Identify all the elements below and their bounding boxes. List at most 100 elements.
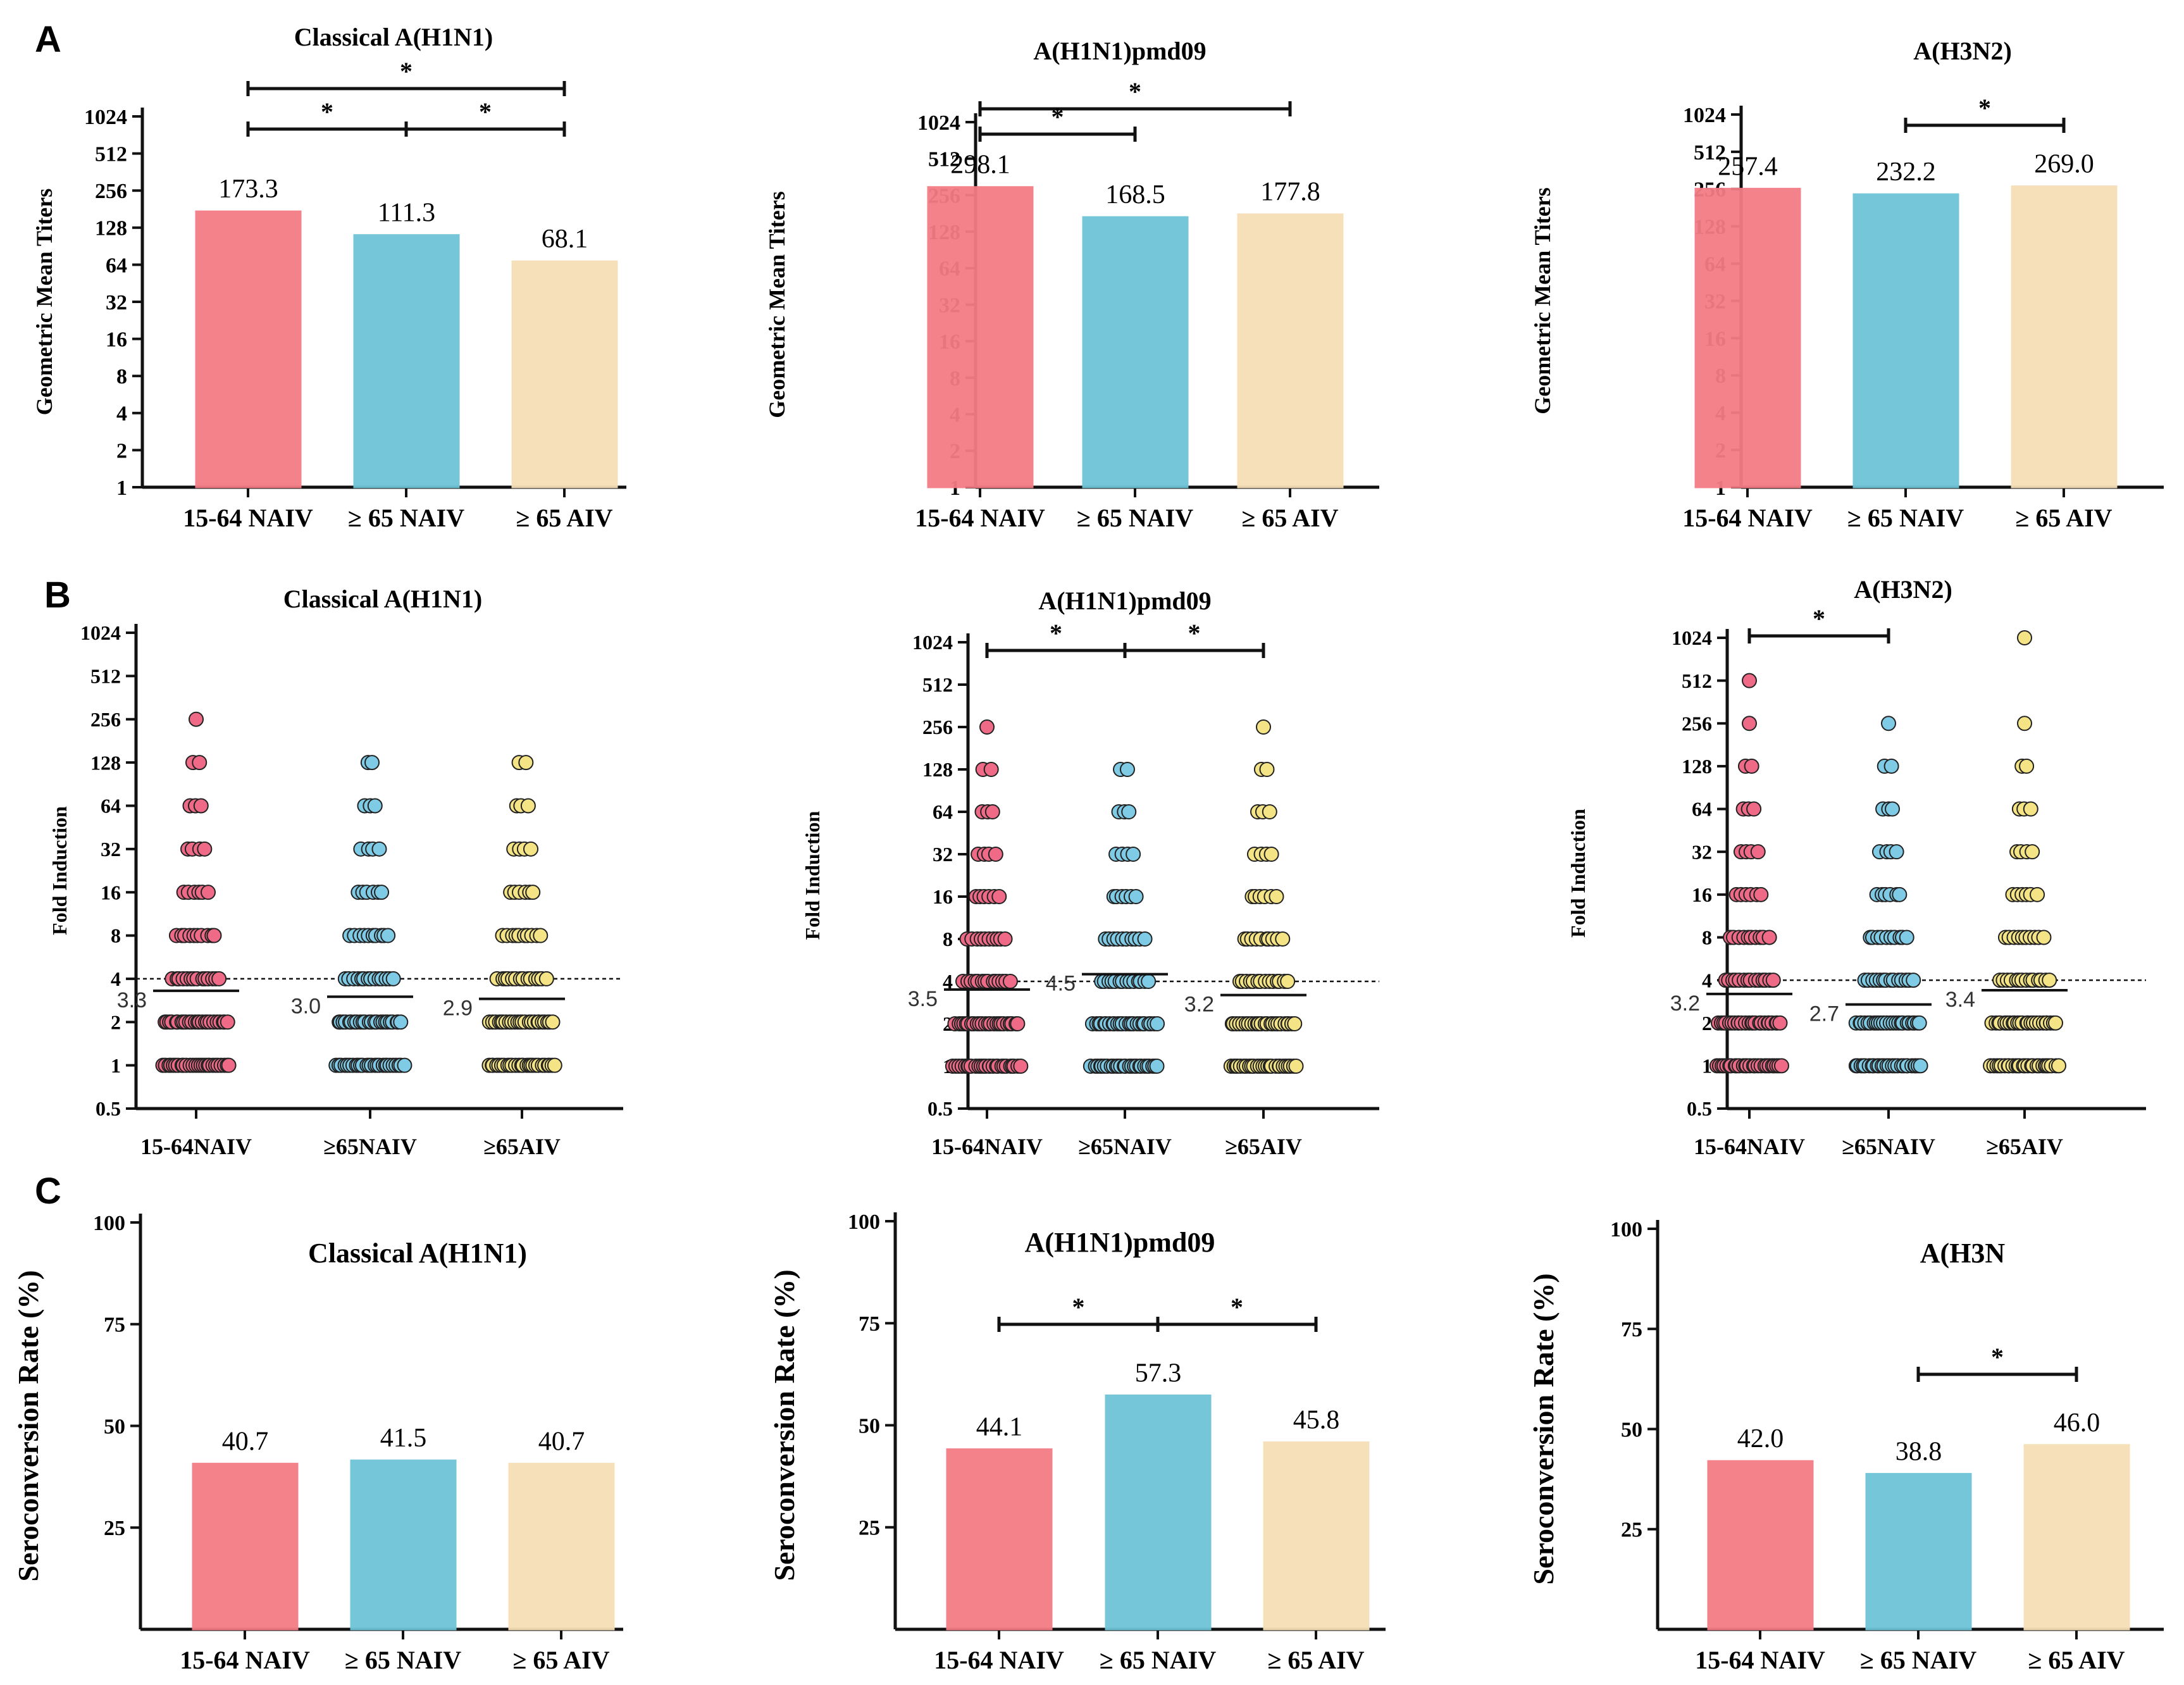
significance-label: * bbox=[321, 97, 333, 126]
data-point bbox=[1137, 931, 1153, 947]
x-tick-label: ≥65AIV bbox=[1986, 1134, 2063, 1159]
significance-label: * bbox=[1188, 619, 1201, 647]
data-point bbox=[2042, 973, 2057, 988]
chart-b-3: A(H3N2) Fold Induction 0.5 1 2 4 8 16 32 64 128 256… bbox=[1567, 575, 2146, 1159]
y-tick-label: 25 bbox=[104, 1517, 125, 1540]
y-tick-label: 75 bbox=[1621, 1318, 1642, 1341]
y-tick-label: 256 bbox=[922, 716, 953, 738]
data-point bbox=[2017, 630, 2032, 645]
charts-container: Classical A(H1N1) Geometric Mean Titers 12… bbox=[12, 23, 2164, 1674]
data-point bbox=[997, 931, 1013, 947]
significance-bracket: * bbox=[978, 103, 1137, 142]
y-tick-label: 128 bbox=[922, 758, 953, 781]
data-point bbox=[221, 1057, 237, 1073]
x-tick-label: 15-64 NAIV bbox=[915, 504, 1045, 532]
significance-bracket: * bbox=[246, 97, 408, 137]
data-point bbox=[1906, 973, 1921, 988]
mean-label: 3.4 bbox=[1945, 988, 1975, 1012]
data-point bbox=[1889, 844, 1904, 860]
chart-c-3: A(H3N Seroconversion Rate (%) 25 50 75 100 15-… bbox=[1527, 1218, 2164, 1674]
bar-value-label: 45.8 bbox=[1293, 1406, 1340, 1435]
data-point bbox=[1288, 1059, 1304, 1074]
x-tick-label: 15-64 NAIV bbox=[934, 1646, 1064, 1674]
data-point bbox=[1742, 673, 1757, 688]
y-tick-label: 75 bbox=[859, 1312, 880, 1336]
chart-a-1: Classical A(H1N1)Geometric Mean Titers12… bbox=[32, 23, 626, 532]
x-tick-label: 15-64NAIV bbox=[931, 1134, 1043, 1159]
x-tick-label: ≥ 65 NAIV bbox=[345, 1646, 461, 1674]
panel-letter-b: B bbox=[44, 575, 71, 616]
y-tick-label: 32 bbox=[933, 843, 953, 866]
data-point bbox=[367, 798, 383, 814]
data-point bbox=[533, 928, 549, 943]
y-tick-label: 100 bbox=[93, 1212, 125, 1235]
significance-label: * bbox=[1813, 604, 1825, 633]
chart-title: A(H1N1)pmd09 bbox=[1025, 1227, 1215, 1258]
data-point bbox=[220, 1014, 235, 1030]
bar-value-label: 111.3 bbox=[378, 199, 435, 228]
data-point bbox=[979, 719, 995, 735]
data-point bbox=[397, 1057, 413, 1073]
data-point bbox=[1892, 886, 1908, 902]
bar bbox=[350, 1459, 457, 1631]
bar-value-label: 40.7 bbox=[538, 1427, 585, 1456]
data-point bbox=[988, 847, 1003, 862]
data-point bbox=[983, 762, 999, 777]
chart-title: Classical A(H1N1) bbox=[283, 585, 482, 613]
bar bbox=[192, 1462, 299, 1631]
bar bbox=[1263, 1441, 1370, 1631]
significance-label: * bbox=[1050, 619, 1062, 647]
y-tick-label: 0.5 bbox=[1687, 1097, 1712, 1120]
y-tick-label: 1024 bbox=[1683, 104, 1726, 127]
chart-title: A(H3N2) bbox=[1854, 575, 1952, 604]
y-tick-label: 4 bbox=[1702, 969, 1712, 992]
data-point bbox=[197, 841, 213, 857]
bar-value-label: 257.4 bbox=[1718, 152, 1778, 181]
bar bbox=[1694, 187, 1801, 488]
data-point bbox=[547, 1057, 562, 1073]
data-point bbox=[1150, 1016, 1165, 1031]
y-tick-label: 64 bbox=[1692, 798, 1712, 821]
chart-b-1: Classical A(H1N1) Fold Induction 0.5 1 2 4 8 16… bbox=[48, 585, 623, 1159]
data-point bbox=[1911, 1015, 1927, 1031]
bar-value-label: 269.0 bbox=[2034, 150, 2094, 179]
bar-value-label: 177.8 bbox=[1260, 178, 1320, 207]
data-point bbox=[1262, 804, 1277, 819]
y-tick-label: 8 bbox=[116, 365, 127, 389]
data-point bbox=[525, 885, 541, 900]
bar bbox=[927, 186, 1034, 488]
y-axis-label: Geometric Mean Titers bbox=[32, 189, 57, 416]
data-point bbox=[1913, 1058, 1928, 1074]
data-point bbox=[1744, 758, 1759, 774]
y-tick-label: 512 bbox=[1694, 141, 1726, 165]
data-point bbox=[991, 889, 1007, 904]
significance-label: * bbox=[1231, 1293, 1243, 1321]
y-tick-label: 0.5 bbox=[928, 1097, 953, 1120]
bar bbox=[511, 260, 618, 488]
y-tick-label: 32 bbox=[1692, 840, 1712, 863]
y-tick-label: 512 bbox=[1682, 669, 1712, 692]
significance-bracket: * bbox=[404, 97, 566, 137]
data-point bbox=[984, 804, 1000, 819]
y-tick-label: 16 bbox=[106, 328, 127, 352]
x-tick-label: ≥65AIV bbox=[1225, 1134, 1302, 1159]
data-point bbox=[1280, 974, 1296, 989]
bar bbox=[195, 210, 302, 488]
significance-bracket: * bbox=[978, 77, 1292, 116]
significance-bracket: * bbox=[1904, 94, 2066, 133]
data-point bbox=[1119, 762, 1135, 777]
y-tick-label: 128 bbox=[90, 751, 121, 774]
data-point bbox=[1002, 974, 1018, 989]
data-point bbox=[523, 841, 539, 857]
significance-label: * bbox=[1129, 77, 1141, 106]
bar bbox=[1105, 1394, 1212, 1631]
data-point bbox=[1128, 889, 1144, 904]
bar bbox=[1852, 193, 1959, 488]
data-point bbox=[374, 885, 390, 900]
data-point bbox=[545, 1014, 561, 1030]
data-point bbox=[1263, 847, 1279, 862]
significance-bracket: * bbox=[246, 57, 566, 96]
data-point bbox=[192, 755, 208, 771]
data-point bbox=[1259, 762, 1275, 777]
